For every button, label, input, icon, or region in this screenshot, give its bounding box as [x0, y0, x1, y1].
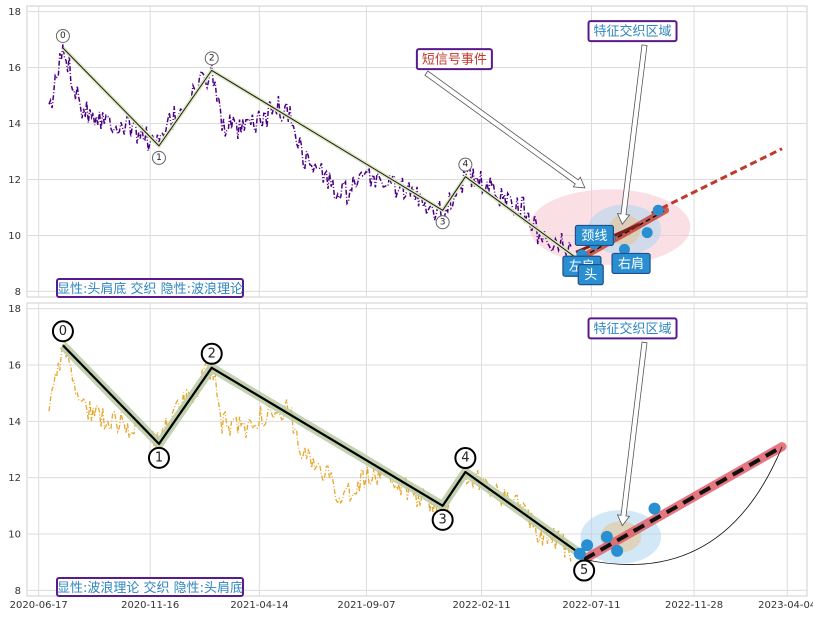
- wave-label-circle: [147, 446, 170, 469]
- pattern-marker: [618, 243, 630, 255]
- wave-label-circle: [151, 150, 166, 165]
- y-tick-label: 8: [15, 586, 21, 597]
- y-tick-label: 10: [8, 530, 21, 541]
- trend-line: [575, 209, 666, 262]
- wave-label-circle: [200, 342, 223, 365]
- annotation-text: 特征交织区域: [594, 24, 672, 40]
- pattern-label-box: [611, 252, 651, 275]
- x-tick-label: 2022-07-11: [562, 600, 620, 611]
- pattern-marker: [611, 544, 624, 557]
- pattern-marker: [581, 539, 594, 552]
- wave-label: 3: [440, 217, 446, 227]
- wave-label-circle: [454, 447, 477, 470]
- y-tick-label: 18: [8, 304, 21, 315]
- pattern-marker: [648, 502, 661, 515]
- caption-box: [56, 278, 244, 298]
- annotation-box: [587, 20, 678, 43]
- y-tick-label: 14: [8, 119, 21, 130]
- caption-box: [56, 577, 244, 597]
- price-series: [48, 44, 572, 258]
- wave-label: 1: [155, 450, 163, 465]
- y-tick-label: 16: [8, 63, 21, 74]
- wave-label-circle: [431, 508, 454, 531]
- upper-panel: 8101214161801234特征交织区域短信号事件颈线左肩头右肩显性:头肩底…: [8, 5, 808, 298]
- wave-line: [62, 47, 577, 259]
- pattern-label-box: [577, 264, 604, 286]
- y-tick-label: 12: [8, 175, 21, 186]
- annotation-arrow: [424, 70, 586, 189]
- pattern-label-box: [574, 224, 615, 247]
- x-tick-label: 2020-06-17: [10, 600, 68, 611]
- annotation-arrow: [616, 341, 648, 527]
- y-tick-label: 14: [8, 417, 21, 428]
- x-tick-label: 2020-11-16: [121, 600, 179, 611]
- wave-label: 2: [208, 346, 216, 361]
- trend-band: [579, 442, 787, 564]
- pattern-label: 右肩: [618, 256, 644, 272]
- pattern-marker: [600, 530, 613, 543]
- projection-arc: [584, 446, 783, 565]
- wave-label-circle: [435, 215, 450, 230]
- wave-label: 4: [463, 160, 469, 170]
- annotation-text: 特征交织区域: [594, 321, 672, 337]
- wave-label: 3: [439, 512, 447, 527]
- x-tick-label: 2022-11-28: [665, 600, 723, 611]
- pattern-label: 头: [584, 268, 597, 283]
- annotation-text: 短信号事件: [422, 53, 487, 68]
- caption-text: 显性:头肩底 交织 隐性:波浪理论: [57, 281, 243, 297]
- x-tick-labels: 2020-06-17 2020-11-16 2021-04-14 2021-09-07…: [10, 600, 813, 611]
- y-tick-label: 10: [8, 231, 21, 242]
- annotation-box: [587, 317, 678, 340]
- y-tick-label: 12: [8, 473, 21, 484]
- wave-label-circle: [573, 559, 596, 582]
- wave-label: 5: [580, 563, 588, 578]
- wave-label-circle: [204, 51, 219, 66]
- wave-label-circle: [458, 157, 473, 172]
- wave-line: [62, 344, 585, 558]
- y-tick-label: 16: [8, 360, 21, 371]
- wave-label: 4: [461, 451, 469, 466]
- pattern-marker: [573, 547, 586, 560]
- x-tick-label: 2021-09-07: [337, 600, 395, 611]
- wave-label: 1: [156, 153, 162, 163]
- y-tick-label: 18: [8, 7, 21, 18]
- plot-area: [26, 302, 808, 597]
- x-tick-label: 2021-04-14: [230, 600, 288, 611]
- x-tick-label: 2022-02-11: [452, 600, 510, 611]
- pattern-marker: [641, 227, 653, 239]
- projection-line: [650, 147, 783, 215]
- wave-label: 0: [59, 324, 67, 339]
- annotation-box: [415, 48, 493, 71]
- wave-label: 2: [209, 53, 215, 63]
- annotation-arrow: [616, 44, 648, 225]
- pattern-marker: [652, 204, 664, 216]
- pattern-label: 颈线: [581, 229, 607, 244]
- wave-label: 0: [60, 31, 66, 41]
- x-tick-label: 2023-04-04: [758, 600, 813, 611]
- y-tick-label: 8: [15, 287, 21, 298]
- wave-label-circle: [51, 320, 74, 343]
- wave-label-circle: [55, 28, 70, 43]
- caption-text: 显性:波浪理论 交织 隐性:头肩底: [57, 580, 243, 596]
